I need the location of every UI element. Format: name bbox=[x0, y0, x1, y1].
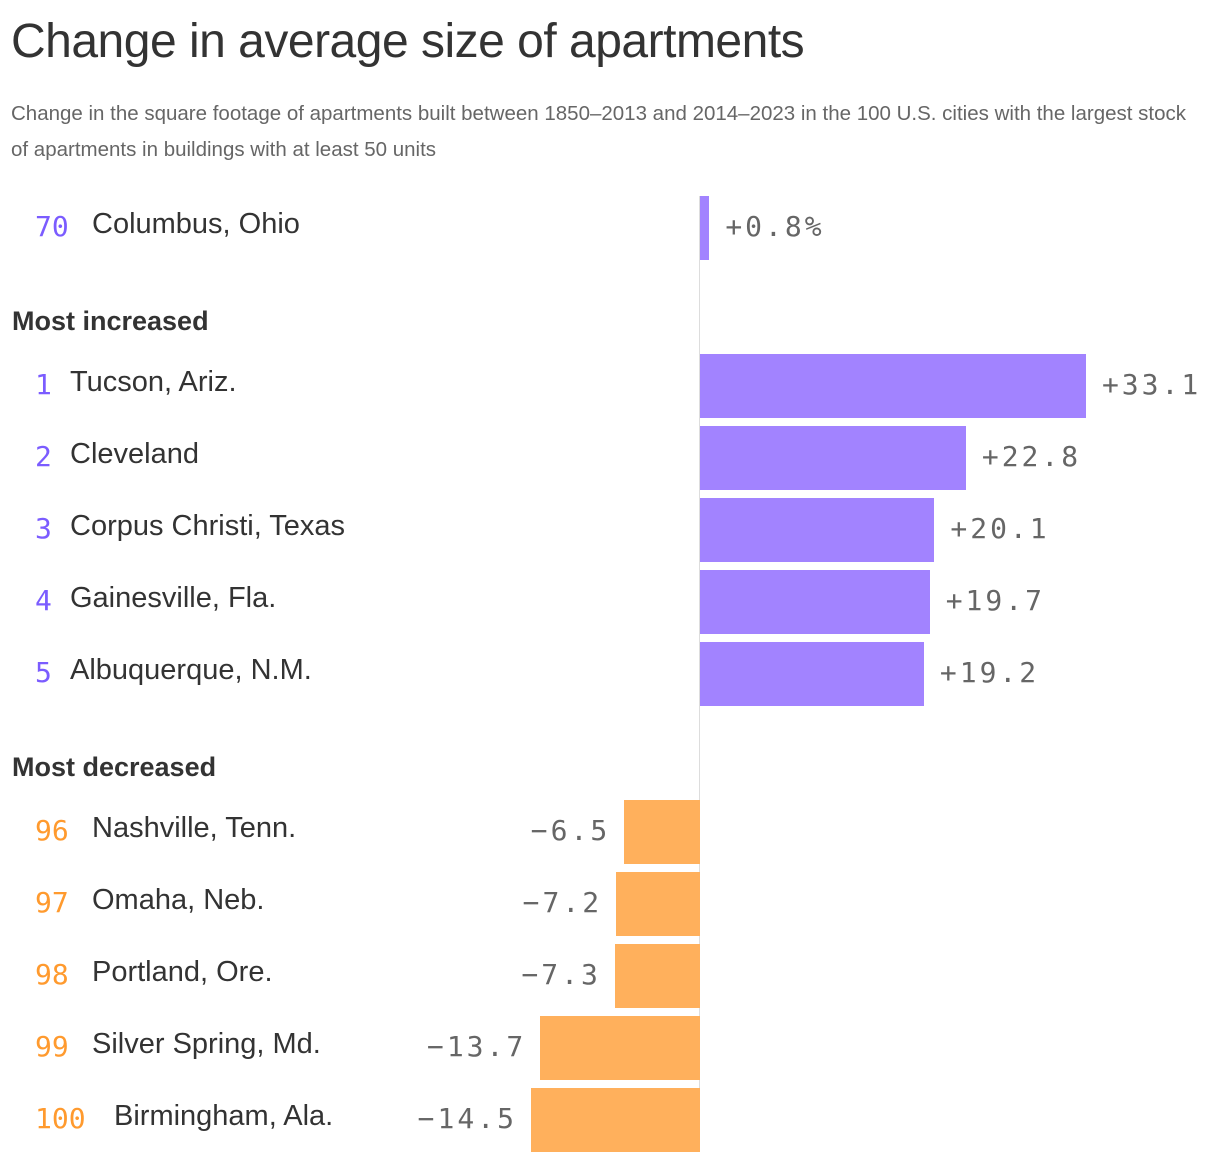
section-heading: Most increased bbox=[12, 306, 209, 336]
chart-title: Change in average size of apartments bbox=[11, 15, 805, 68]
rank-label: 97 bbox=[35, 886, 69, 919]
bar bbox=[624, 800, 700, 864]
city-label: Nashville, Tenn. bbox=[92, 812, 297, 844]
bar bbox=[700, 426, 966, 490]
rank-label: 1 bbox=[35, 368, 52, 401]
city-label: Birmingham, Ala. bbox=[114, 1100, 334, 1132]
bar-row: 5 Albuquerque, N.M. +19.2 bbox=[0, 642, 1220, 706]
city-label: Albuquerque, N.M. bbox=[70, 654, 312, 686]
rank-label: 4 bbox=[35, 584, 52, 617]
value-label: −7.2 bbox=[522, 886, 603, 919]
value-label: +0.8% bbox=[725, 210, 825, 243]
value-label: +22.8 bbox=[981, 440, 1082, 473]
city-label: Columbus, Ohio bbox=[92, 208, 300, 240]
section-heading: Most decreased bbox=[12, 752, 217, 782]
bar-row: 4 Gainesville, Fla. +19.7 bbox=[0, 570, 1220, 634]
value-label: −13.7 bbox=[426, 1030, 527, 1063]
bar-row: 97 Omaha, Neb. −7.2 bbox=[0, 872, 1220, 936]
bar-row: 100 Birmingham, Ala. −14.5 bbox=[0, 1088, 1220, 1152]
bar-row: 99 Silver Spring, Md. −13.7 bbox=[0, 1016, 1220, 1080]
value-label: −7.3 bbox=[521, 958, 601, 991]
bar bbox=[700, 196, 710, 260]
bar-row: 1 Tucson, Ariz. +33.1 bbox=[0, 354, 1220, 418]
bar bbox=[700, 354, 1086, 418]
city-label: Tucson, Ariz. bbox=[70, 366, 237, 398]
bar bbox=[616, 872, 700, 936]
rank-label: 70 bbox=[35, 210, 69, 243]
city-label: Omaha, Neb. bbox=[92, 884, 265, 916]
city-label: Cleveland bbox=[70, 438, 199, 470]
city-label: Gainesville, Fla. bbox=[70, 582, 277, 614]
chart-subtitle: Change in the square footage of apartmen… bbox=[11, 102, 1186, 161]
bar bbox=[614, 944, 700, 1008]
rank-label: 98 bbox=[35, 958, 69, 991]
rank-label: 100 bbox=[35, 1102, 86, 1135]
value-label: −14.5 bbox=[417, 1102, 517, 1135]
bar bbox=[700, 642, 924, 706]
city-label: Silver Spring, Md. bbox=[92, 1028, 321, 1060]
bar bbox=[700, 498, 935, 562]
bar bbox=[530, 1088, 700, 1152]
rank-label: 5 bbox=[35, 656, 52, 689]
rank-label: 2 bbox=[35, 440, 52, 473]
bar-row: 3 Corpus Christi, Texas +20.1 bbox=[0, 498, 1220, 562]
bar-row: 96 Nashville, Tenn. −6.5 bbox=[0, 800, 1220, 864]
rank-label: 96 bbox=[35, 814, 69, 847]
rank-label: 3 bbox=[35, 512, 52, 545]
city-label: Portland, Ore. bbox=[92, 956, 273, 988]
value-label: +19.2 bbox=[939, 656, 1040, 689]
value-label: −6.5 bbox=[530, 814, 611, 847]
zero-axis bbox=[699, 196, 700, 1152]
bar bbox=[700, 570, 930, 634]
value-label: +19.7 bbox=[945, 584, 1045, 617]
city-label: Corpus Christi, Texas bbox=[70, 510, 346, 542]
bar-row: 70 Columbus, Ohio +0.8% bbox=[0, 196, 1220, 260]
value-label: +33.1 bbox=[1101, 368, 1202, 401]
value-label: +20.1 bbox=[950, 512, 1050, 545]
bar bbox=[540, 1016, 700, 1080]
bar-row: 98 Portland, Ore. −7.3 bbox=[0, 944, 1220, 1008]
bar-row: 2 Cleveland +22.8 bbox=[0, 426, 1220, 490]
rank-label: 99 bbox=[35, 1030, 69, 1063]
